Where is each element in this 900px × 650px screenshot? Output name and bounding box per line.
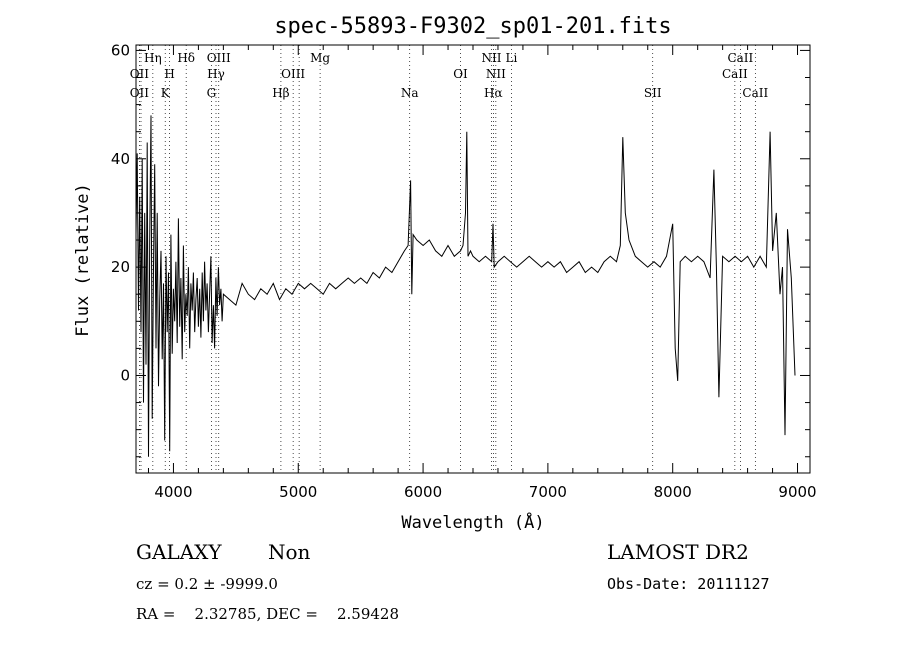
y-tick-label: 0 [120, 366, 130, 384]
line-label: Hδ [177, 51, 195, 65]
line-label: SII [644, 86, 662, 100]
line-label: CaII [742, 86, 768, 100]
x-axis-label: Wavelength (Å) [401, 511, 544, 533]
y-tick-label: 40 [111, 150, 130, 168]
line-label: CaII [722, 67, 748, 81]
x-tick-label: 8000 [654, 483, 692, 501]
observation-date: Obs-Date: 20111127 [607, 575, 770, 593]
line-label: Mg [310, 51, 330, 65]
line-label: OIII [281, 67, 305, 81]
ra-dec: RA = 2.32785, DEC = 2.59428 [136, 605, 399, 623]
reference-line-labels: OIIOIIHηKHHδGHγOIIIHβOIIIMgNaOINIIHαNIIL… [130, 51, 769, 100]
line-label: Hα [484, 86, 503, 100]
line-label: Na [401, 86, 419, 100]
spectrum-line [135, 115, 796, 457]
object-class: GALAXY [136, 540, 222, 564]
y-axis-label: Flux (relative) [73, 183, 93, 337]
line-label: CaII [727, 51, 753, 65]
line-label: Hη [144, 51, 162, 65]
line-label: H [164, 67, 174, 81]
x-tick-label: 4000 [154, 483, 192, 501]
survey-name: LAMOST DR2 [607, 540, 749, 564]
line-label: OII [130, 86, 150, 100]
x-tick-label: 9000 [778, 483, 816, 501]
line-label: OII [130, 67, 150, 81]
x-axis: 4000 5000 6000 7000 8000 9000 [147, 45, 817, 501]
x-tick-label: 6000 [404, 483, 442, 501]
line-label: Hγ [207, 67, 225, 81]
chart-title: spec-55893-F9302_sp01-201.fits [274, 14, 671, 39]
line-label: K [161, 86, 171, 100]
line-label: NII [481, 51, 501, 65]
line-label: NII [486, 67, 506, 81]
line-label: Hβ [272, 86, 289, 100]
x-tick-label: 7000 [529, 483, 567, 501]
redshift-cz: cz = 0.2 ± -9999.0 [136, 575, 278, 593]
line-label: G [207, 86, 217, 100]
plot-frame [135, 44, 811, 474]
y-tick-label: 60 [111, 41, 130, 59]
y-axis: 0 20 40 60 [111, 41, 810, 458]
x-tick-label: 5000 [279, 483, 317, 501]
object-subclass: Non [268, 540, 311, 564]
line-label: OI [453, 67, 468, 81]
line-label: Li [506, 51, 518, 65]
y-tick-label: 20 [111, 258, 130, 276]
line-label: OIII [207, 51, 231, 65]
reference-lines [139, 45, 756, 473]
